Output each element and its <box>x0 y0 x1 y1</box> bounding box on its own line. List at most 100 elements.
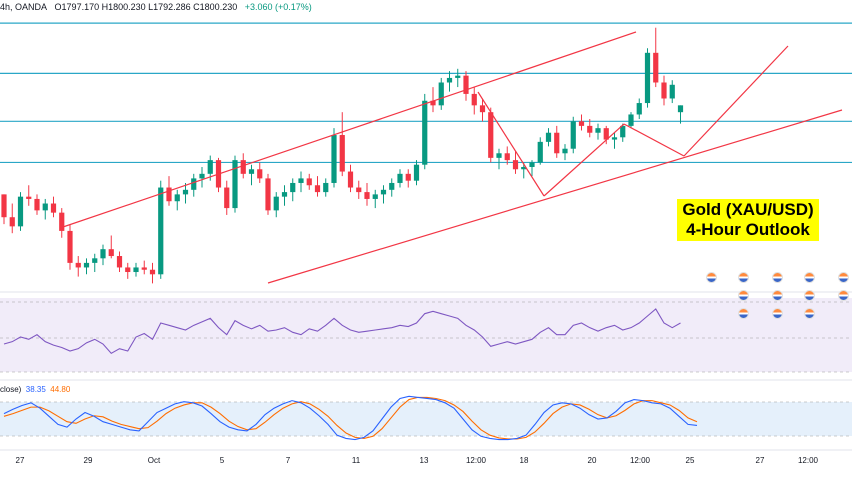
candle-body <box>438 82 444 106</box>
x-axis-label: 12:00 <box>630 456 651 465</box>
candle-body <box>628 114 634 126</box>
stoch-d-line <box>3 396 698 440</box>
candle-body <box>273 196 279 211</box>
candle-body <box>166 187 172 202</box>
callout-subtitle: 4-Hour Outlook <box>686 220 810 239</box>
candle-body <box>17 196 24 227</box>
candle-body <box>298 178 304 183</box>
stoch-k-line <box>3 395 698 441</box>
candle-body <box>611 137 618 140</box>
candle-body <box>496 153 502 158</box>
candle-body <box>397 173 403 183</box>
x-axis-label: 12:00 <box>466 456 487 465</box>
stoch-panel <box>0 402 852 436</box>
candle-body <box>108 249 114 257</box>
candle-body <box>636 103 642 115</box>
candle-body <box>578 121 585 126</box>
candle-body <box>529 162 535 167</box>
candle-body <box>125 267 131 273</box>
candle-body <box>389 182 395 190</box>
candle-body <box>158 187 164 275</box>
x-axis-label: Oct <box>148 456 161 465</box>
candle-body <box>570 121 576 149</box>
x-axis-label: 27 <box>16 456 25 465</box>
candle-body <box>199 173 205 179</box>
candle-body <box>587 125 593 133</box>
us-flag-icon[interactable] <box>804 270 815 319</box>
candle-body <box>504 153 510 161</box>
stoch-source-label: close) <box>0 385 22 394</box>
x-axis-label: 13 <box>420 456 429 465</box>
candle-body <box>620 125 626 138</box>
price-change: +3.060 (+0.17%) <box>244 2 312 12</box>
x-axis-label: 11 <box>352 456 361 465</box>
candle-body <box>232 160 238 209</box>
candle-body <box>677 105 684 113</box>
trend-line <box>477 91 545 197</box>
x-axis-label: 20 <box>588 456 597 465</box>
candle-body <box>182 189 189 195</box>
candle-body <box>224 187 230 209</box>
candle-body <box>430 100 436 106</box>
trend-line <box>59 31 637 229</box>
candle-body <box>644 52 651 104</box>
candle-body <box>34 198 40 211</box>
us-flag-icon[interactable] <box>772 270 783 319</box>
candle-body <box>562 148 568 154</box>
candle-body <box>669 84 675 99</box>
outlook-callout: Gold (XAU/USD) 4-Hour Outlook <box>677 199 819 241</box>
candle-body <box>92 258 98 263</box>
trend-line <box>267 109 843 284</box>
candle-body <box>9 217 15 227</box>
stoch-k-value: 38.35 <box>25 385 46 394</box>
candle-body <box>100 249 106 259</box>
stoch-header: close) 38.35 44.80 <box>0 385 70 394</box>
candle-body <box>42 203 48 211</box>
callout-title: Gold (XAU/USD) <box>682 200 814 219</box>
candle-body <box>545 132 552 142</box>
candle-body <box>174 194 180 202</box>
candle-body <box>446 77 453 83</box>
candle-body <box>116 256 123 268</box>
candle-body <box>59 212 65 231</box>
candle-body <box>240 160 246 174</box>
symbol-header: 4h, OANDA O1797.170 H1800.230 L1792.286 … <box>0 0 312 14</box>
candle-body <box>364 192 370 199</box>
x-axis-label: 12:00 <box>798 456 819 465</box>
candle-body <box>149 269 156 275</box>
candle-body <box>603 128 609 140</box>
trend-line <box>623 123 685 157</box>
candle-body <box>331 135 337 183</box>
candle-body <box>257 169 263 179</box>
candle-body <box>50 203 57 213</box>
candle-body <box>75 262 81 268</box>
candle-body <box>26 196 32 199</box>
candle-body <box>488 112 494 158</box>
x-axis-label: 18 <box>520 456 529 465</box>
candle-body <box>314 185 321 193</box>
candle-body <box>595 128 601 133</box>
candle-body <box>67 230 73 263</box>
rsi-panel <box>0 298 852 372</box>
candle-body <box>413 164 420 181</box>
candle-body <box>380 189 387 195</box>
ohlc-values: O1797.170 H1800.230 L1792.286 C1800.230 <box>54 2 238 12</box>
candle-body <box>1 194 7 218</box>
candle-body <box>422 100 428 165</box>
candle-body <box>356 187 362 193</box>
candle-body <box>347 171 354 188</box>
candle-body <box>455 75 461 78</box>
candle-body <box>141 267 147 270</box>
us-flag-icon[interactable] <box>706 270 717 283</box>
x-axis-label: 27 <box>756 456 765 465</box>
us-flag-icon[interactable] <box>838 270 849 301</box>
candle-body <box>479 105 486 113</box>
candle-body <box>537 141 543 163</box>
candle-body <box>653 52 659 83</box>
candle-body <box>405 173 411 181</box>
trend-line <box>683 45 789 157</box>
candle-body <box>207 160 213 174</box>
candle-body <box>83 262 90 268</box>
us-flag-icon[interactable] <box>738 270 749 319</box>
